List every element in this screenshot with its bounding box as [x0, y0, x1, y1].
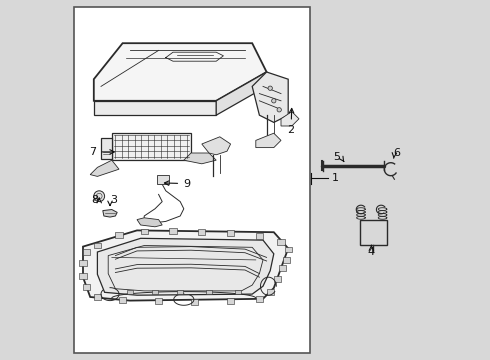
Bar: [277, 239, 285, 245]
Polygon shape: [90, 160, 119, 176]
Text: 3: 3: [110, 195, 117, 205]
Bar: [191, 299, 198, 305]
Bar: [227, 298, 234, 304]
Text: 7: 7: [90, 147, 114, 157]
Text: 1: 1: [331, 173, 339, 183]
Bar: [101, 138, 112, 159]
Polygon shape: [252, 72, 288, 122]
Bar: [256, 296, 263, 302]
Circle shape: [94, 191, 104, 202]
Circle shape: [268, 86, 272, 90]
Polygon shape: [83, 230, 288, 301]
Bar: [274, 276, 281, 282]
Polygon shape: [202, 137, 231, 155]
Bar: [267, 289, 274, 295]
Bar: [127, 290, 133, 294]
Text: 6: 6: [393, 148, 400, 158]
Bar: [170, 228, 176, 234]
Bar: [256, 233, 263, 239]
Polygon shape: [94, 101, 216, 115]
Bar: [360, 220, 387, 245]
Bar: [83, 284, 90, 290]
Bar: [83, 249, 90, 255]
Bar: [79, 260, 87, 266]
Bar: [235, 290, 241, 294]
Bar: [141, 229, 148, 234]
Bar: [152, 290, 158, 294]
Bar: [227, 230, 234, 236]
Bar: [198, 229, 205, 235]
Polygon shape: [94, 43, 267, 101]
Bar: [279, 265, 286, 271]
Bar: [206, 290, 212, 294]
Circle shape: [277, 108, 281, 112]
Text: 5: 5: [333, 152, 340, 162]
Bar: [177, 290, 183, 294]
Bar: [94, 243, 101, 248]
Bar: [157, 175, 170, 184]
Bar: [74, 7, 310, 353]
Text: 2: 2: [288, 108, 294, 135]
Bar: [119, 297, 126, 303]
Polygon shape: [103, 210, 117, 217]
Polygon shape: [281, 112, 299, 126]
Circle shape: [271, 99, 276, 103]
Text: 8: 8: [91, 195, 98, 205]
Text: 9: 9: [165, 179, 190, 189]
Text: 4: 4: [368, 247, 374, 257]
Polygon shape: [256, 133, 281, 148]
Bar: [155, 298, 162, 304]
Bar: [79, 273, 87, 279]
Bar: [94, 294, 101, 300]
Bar: [283, 257, 290, 263]
Polygon shape: [216, 72, 267, 115]
Polygon shape: [137, 218, 162, 227]
Bar: [116, 232, 122, 238]
Polygon shape: [98, 238, 274, 295]
Bar: [112, 133, 191, 160]
Polygon shape: [184, 153, 216, 164]
Bar: [285, 247, 292, 252]
